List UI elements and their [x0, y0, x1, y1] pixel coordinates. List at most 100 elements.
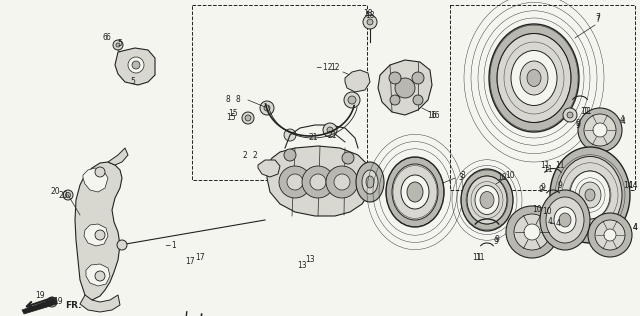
Text: 5: 5 [131, 77, 136, 87]
Polygon shape [83, 168, 108, 192]
Circle shape [363, 15, 377, 29]
Polygon shape [80, 295, 120, 312]
Ellipse shape [467, 176, 507, 224]
Ellipse shape [489, 24, 579, 132]
Circle shape [287, 174, 303, 190]
Circle shape [588, 213, 632, 257]
Polygon shape [115, 48, 155, 85]
Circle shape [95, 230, 105, 240]
Text: 14: 14 [623, 180, 633, 190]
Text: 11: 11 [543, 166, 553, 174]
Circle shape [334, 174, 350, 190]
Text: 16: 16 [430, 111, 440, 119]
Text: 14: 14 [628, 180, 638, 190]
Text: 10: 10 [532, 205, 542, 215]
Polygon shape [86, 264, 110, 286]
Text: 9: 9 [575, 119, 580, 129]
Ellipse shape [497, 33, 571, 123]
Circle shape [65, 192, 70, 198]
Circle shape [132, 61, 140, 69]
Text: 4: 4 [632, 223, 637, 233]
Text: 11: 11 [556, 161, 564, 169]
Text: 13: 13 [297, 260, 307, 270]
Polygon shape [378, 60, 432, 115]
Text: 5: 5 [118, 40, 122, 48]
Circle shape [327, 127, 333, 133]
Circle shape [567, 112, 573, 118]
Polygon shape [267, 146, 372, 216]
Text: 21: 21 [327, 131, 337, 139]
Ellipse shape [401, 175, 429, 209]
Polygon shape [84, 224, 108, 246]
Circle shape [302, 166, 334, 198]
Text: 17: 17 [185, 258, 195, 266]
Ellipse shape [407, 182, 423, 202]
Ellipse shape [550, 147, 630, 243]
Text: 12: 12 [330, 64, 340, 72]
Polygon shape [345, 70, 370, 92]
Circle shape [323, 123, 337, 137]
Text: 9: 9 [541, 184, 545, 192]
Text: 9: 9 [539, 185, 543, 195]
Text: 11: 11 [580, 107, 589, 117]
Circle shape [50, 300, 54, 304]
Circle shape [284, 149, 296, 161]
Text: 8: 8 [236, 95, 241, 105]
Text: 8: 8 [225, 95, 230, 105]
Ellipse shape [559, 213, 571, 227]
Circle shape [47, 297, 57, 307]
Text: ─ 4: ─ 4 [549, 220, 561, 228]
Text: 9: 9 [493, 238, 499, 246]
Circle shape [128, 57, 144, 73]
Circle shape [342, 152, 354, 164]
Text: 18: 18 [364, 9, 372, 19]
Text: 20: 20 [58, 191, 68, 199]
Ellipse shape [558, 156, 622, 234]
Circle shape [506, 206, 558, 258]
Circle shape [284, 129, 296, 141]
Circle shape [595, 220, 625, 250]
Circle shape [367, 19, 373, 25]
Circle shape [95, 271, 105, 281]
Polygon shape [75, 162, 122, 300]
Circle shape [412, 72, 424, 84]
Text: 4: 4 [621, 118, 625, 126]
Circle shape [514, 214, 550, 250]
Ellipse shape [554, 207, 576, 233]
Ellipse shape [386, 157, 444, 227]
Ellipse shape [570, 171, 610, 219]
Ellipse shape [520, 61, 548, 95]
Text: 10: 10 [542, 208, 552, 216]
Text: 15: 15 [227, 113, 236, 123]
Circle shape [279, 166, 311, 198]
Circle shape [563, 108, 577, 122]
Text: 3: 3 [461, 171, 465, 179]
Circle shape [95, 167, 105, 177]
Circle shape [524, 224, 540, 240]
Circle shape [604, 229, 616, 241]
Circle shape [260, 101, 274, 115]
Text: 19: 19 [53, 297, 63, 307]
Circle shape [113, 40, 123, 50]
Circle shape [578, 108, 622, 152]
Bar [450, 5, 635, 190]
Circle shape [326, 166, 358, 198]
Ellipse shape [540, 190, 590, 250]
Circle shape [352, 76, 362, 86]
Text: 3: 3 [458, 173, 463, 183]
Ellipse shape [475, 185, 499, 215]
Text: 17: 17 [195, 253, 205, 263]
Circle shape [348, 96, 356, 104]
Ellipse shape [579, 182, 601, 208]
Text: 9: 9 [495, 235, 499, 245]
Circle shape [584, 114, 616, 146]
Text: 4: 4 [620, 116, 625, 125]
Text: 2: 2 [253, 150, 257, 160]
Text: 16: 16 [427, 112, 437, 120]
Circle shape [117, 240, 127, 250]
Ellipse shape [511, 51, 557, 106]
Text: 7: 7 [596, 14, 600, 22]
Circle shape [390, 95, 400, 105]
Ellipse shape [527, 70, 541, 87]
Text: 10: 10 [505, 171, 515, 179]
